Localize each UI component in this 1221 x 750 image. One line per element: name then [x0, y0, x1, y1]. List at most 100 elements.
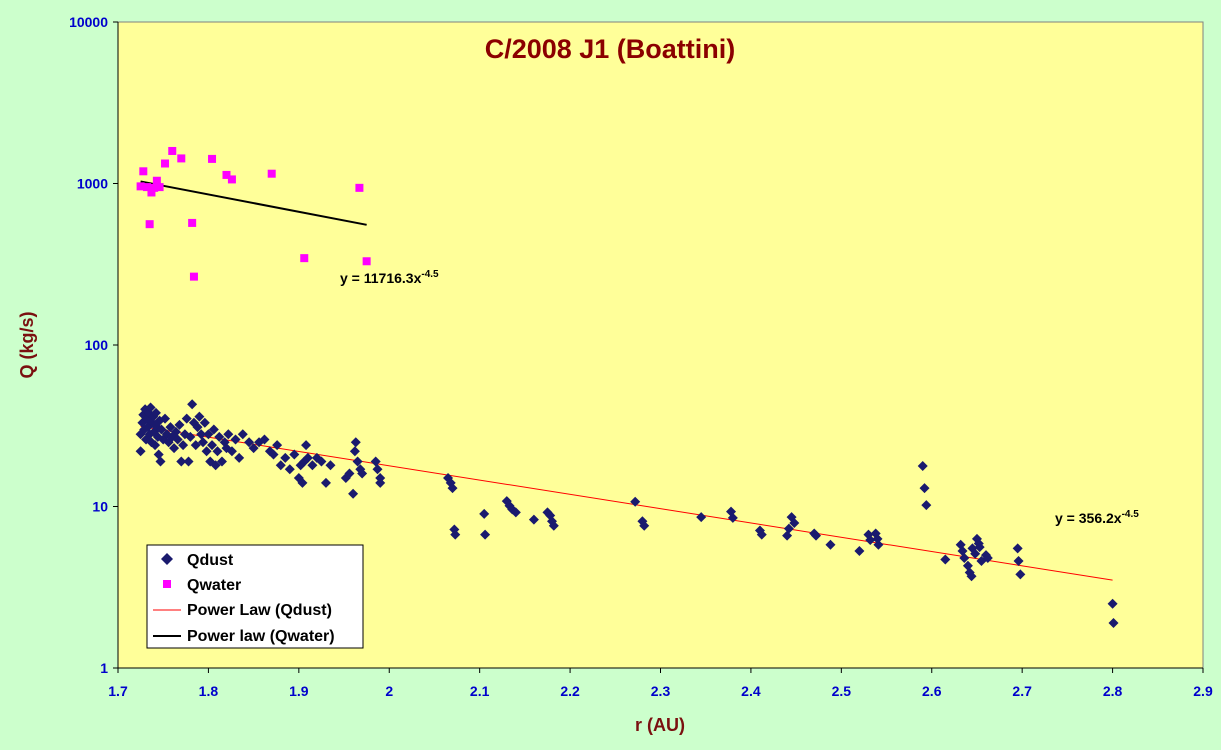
- qdust-point: [966, 571, 977, 582]
- x-tick-label: 1.9: [289, 683, 309, 699]
- qdust-point: [203, 429, 214, 440]
- qdust-point: [275, 460, 286, 471]
- qdust-point: [726, 506, 737, 517]
- legend-item-qwater: Qwater: [187, 577, 241, 594]
- legend-qdust-diamond-icon: [161, 553, 173, 565]
- legend-qwater-square-icon: [163, 580, 171, 588]
- qdust-point: [782, 530, 793, 541]
- qwater-fit-line: [140, 180, 367, 226]
- qdust-point: [507, 504, 518, 515]
- legend-item-qdust: Qdust: [187, 552, 234, 569]
- qdust-point: [307, 460, 318, 471]
- qdust-point: [372, 464, 383, 475]
- qdust-point: [344, 468, 355, 479]
- qdust-point: [172, 434, 183, 445]
- qdust-point: [302, 452, 313, 463]
- x-tick-label: 1.7: [108, 683, 128, 699]
- qwater-point: [145, 220, 154, 229]
- qdust-point: [197, 437, 208, 448]
- y-tick-label: 10: [92, 499, 108, 515]
- qdust-point: [216, 456, 227, 467]
- qdust-point: [284, 464, 295, 475]
- qdust-point: [183, 456, 194, 467]
- x-tick-label: 2.3: [651, 683, 671, 699]
- qdust-point: [630, 496, 641, 507]
- qdust-point: [248, 443, 259, 454]
- qwater-fit-equation: y = 11716.3x-4.5: [340, 269, 439, 286]
- qdust-point: [169, 443, 180, 454]
- qwater-point: [168, 146, 177, 155]
- qdust-point: [199, 417, 210, 428]
- qdust-point: [150, 407, 161, 418]
- x-axis-title: r (AU): [635, 715, 685, 735]
- x-tick-label: 2: [385, 683, 393, 699]
- qdust-point: [696, 512, 707, 523]
- qdust-point: [873, 539, 884, 550]
- qdust-point: [510, 507, 521, 518]
- qdust-point: [854, 546, 865, 557]
- qdust-point: [962, 560, 973, 571]
- qdust-fit-line: [140, 425, 1113, 581]
- qdust-point: [450, 529, 461, 540]
- qdust-point: [1107, 598, 1118, 609]
- qdust-point: [170, 426, 181, 437]
- qwater-point: [227, 175, 236, 184]
- axis-ticks: 1.7 1.8 1.9 2 2.1 2.2 2.3 2.4 2.5 2.6 2.7 2.8 2.9 1 10…: [69, 14, 1213, 699]
- y-axis-title: Q (kg/s): [17, 311, 37, 378]
- qwater-point: [139, 167, 148, 176]
- qdust-fit-equation: y = 356.2x-4.5: [1055, 509, 1139, 526]
- qwater-point: [136, 182, 145, 191]
- qdust-point: [150, 440, 161, 451]
- qdust-point: [187, 399, 198, 410]
- qdust-point: [727, 512, 738, 523]
- qwater-fit-equation-base: y = 11716.3x: [340, 270, 422, 286]
- qdust-point: [825, 539, 836, 550]
- qdust-point: [1012, 543, 1023, 554]
- qdust-point: [982, 552, 993, 563]
- qdust-point: [639, 520, 650, 531]
- qdust-point: [479, 508, 490, 519]
- qdust-point: [165, 422, 176, 433]
- qwater-point: [355, 183, 364, 192]
- qdust-point: [214, 431, 225, 442]
- qdust-point: [230, 434, 241, 445]
- qdust-point: [272, 440, 283, 451]
- qdust-point: [756, 529, 767, 540]
- x-tick-label: 2.7: [1012, 683, 1032, 699]
- qdust-point: [1108, 617, 1119, 628]
- x-tick-label: 2.9: [1193, 683, 1213, 699]
- y-tick-label: 1000: [77, 176, 108, 192]
- qdust-point: [289, 449, 300, 460]
- x-tick-label: 2.1: [470, 683, 490, 699]
- qdust-point: [196, 429, 207, 440]
- qdust-point: [176, 456, 187, 467]
- legend-item-qwater-fit: Power law (Qwater): [187, 628, 335, 645]
- x-tick-label: 2.4: [741, 683, 761, 699]
- qdust-point: [974, 542, 985, 553]
- qdust-point: [1013, 555, 1024, 566]
- qdust-point: [259, 434, 270, 445]
- qdust-point: [789, 518, 800, 529]
- qdust-point: [156, 424, 167, 435]
- qwater-point: [161, 159, 170, 168]
- qdust-fit-equation-exponent: -4.5: [1122, 509, 1140, 520]
- qdust-point: [865, 535, 876, 546]
- qwater-point: [152, 176, 161, 185]
- qdust-point: [145, 402, 156, 413]
- qdust-point: [153, 449, 164, 460]
- qdust-point: [155, 456, 166, 467]
- qdust-point: [957, 546, 968, 557]
- qdust-point: [811, 530, 822, 541]
- qdust-fit-equation-base: y = 356.2x: [1055, 510, 1122, 526]
- qdust-point: [301, 440, 312, 451]
- qwater-point: [208, 154, 217, 163]
- qdust-point: [320, 477, 331, 488]
- qwater-point: [142, 183, 151, 192]
- qdust-point: [316, 456, 327, 467]
- x-tick-label: 1.8: [199, 683, 219, 699]
- qwater-point: [177, 154, 186, 163]
- x-tick-label: 2.2: [560, 683, 580, 699]
- y-tick-label: 1: [100, 660, 108, 676]
- qwater-point: [300, 254, 309, 263]
